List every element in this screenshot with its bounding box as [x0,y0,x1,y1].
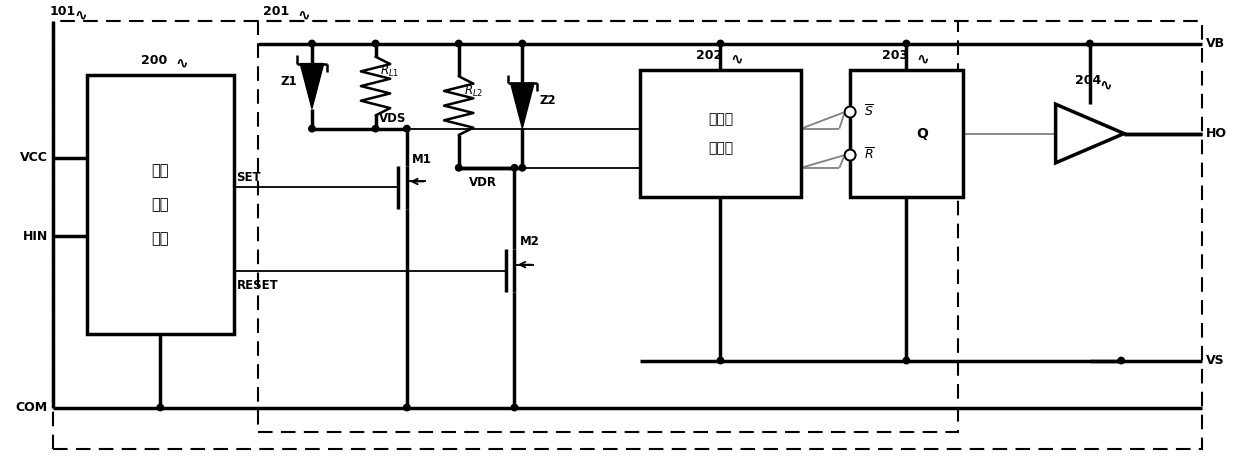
Text: ∿: ∿ [298,7,310,22]
Text: VDS: VDS [378,113,405,125]
Text: 脉冲滤: 脉冲滤 [708,112,733,126]
Polygon shape [1055,104,1125,163]
Text: 204: 204 [1075,74,1101,87]
Text: 电路: 电路 [151,231,169,246]
Text: RESET: RESET [237,279,278,292]
Circle shape [309,125,315,132]
Circle shape [520,40,526,47]
Text: HIN: HIN [22,230,48,243]
Text: COM: COM [16,401,48,414]
Circle shape [844,150,856,160]
Text: 101: 101 [50,5,76,18]
Bar [640,70,801,197]
Bar [258,21,957,432]
Circle shape [309,40,315,47]
Circle shape [520,165,526,171]
Polygon shape [300,64,324,109]
Text: VB: VB [1207,37,1225,50]
Text: ∿: ∿ [730,51,743,66]
Text: 产生: 产生 [151,197,169,212]
Circle shape [844,106,856,117]
Circle shape [455,40,463,47]
Text: VDR: VDR [469,176,496,189]
Text: 202: 202 [696,49,722,62]
Circle shape [903,357,910,364]
Circle shape [372,125,378,132]
Circle shape [404,404,410,411]
Circle shape [844,150,856,160]
Text: M2: M2 [520,234,539,248]
Circle shape [404,125,410,132]
Text: 脉冲: 脉冲 [151,163,169,178]
Text: Z2: Z2 [539,94,557,107]
Text: ∿: ∿ [74,7,87,22]
Circle shape [903,40,910,47]
Circle shape [511,165,518,171]
Text: 201: 201 [263,5,289,18]
Text: $\overline{R}$: $\overline{R}$ [864,147,874,163]
Polygon shape [511,83,534,128]
Circle shape [717,40,724,47]
Text: ∿: ∿ [175,56,187,71]
Text: Z1: Z1 [280,75,298,88]
Text: $R_{L2}$: $R_{L2}$ [464,83,482,98]
Circle shape [157,404,164,411]
Circle shape [717,357,724,364]
Circle shape [1086,40,1094,47]
Text: VS: VS [1207,354,1225,367]
Circle shape [455,165,463,171]
Text: HO: HO [1207,127,1228,140]
Circle shape [1118,357,1125,364]
Text: $R_{L1}$: $R_{L1}$ [381,64,399,79]
Text: 波电路: 波电路 [708,141,733,155]
Text: VCC: VCC [20,151,48,165]
Text: ∿: ∿ [1100,77,1112,92]
Bar [851,70,962,197]
Text: Q: Q [916,127,928,141]
Circle shape [844,106,856,117]
Text: M1: M1 [412,153,432,166]
Text: $\overline{S}$: $\overline{S}$ [864,104,874,120]
Text: 203: 203 [882,49,908,62]
Bar [87,75,233,334]
Text: ∿: ∿ [916,51,929,66]
Text: SET: SET [237,171,262,184]
Text: 200: 200 [140,54,167,67]
Circle shape [511,404,518,411]
Circle shape [372,40,378,47]
